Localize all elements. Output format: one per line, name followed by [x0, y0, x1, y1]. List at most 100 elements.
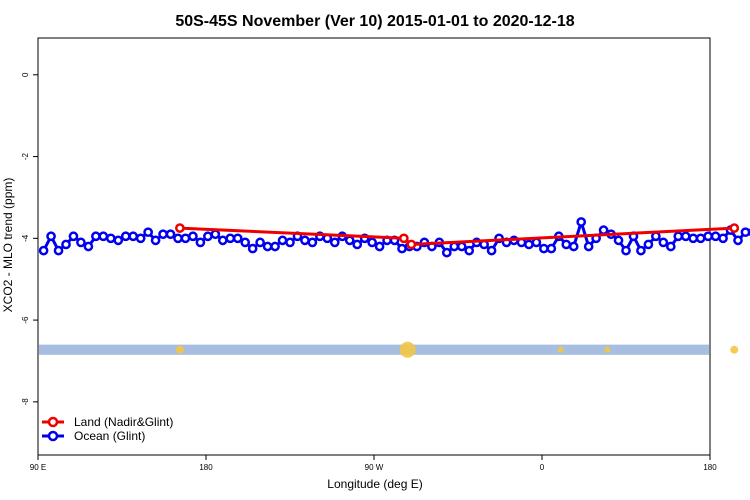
data-point-ocean-glint-91 — [718, 233, 728, 244]
data-point-ocean-glint-16 — [158, 229, 168, 240]
x-tick-label-2: 90 W — [365, 463, 384, 472]
data-point-ocean-glint-22 — [203, 231, 213, 242]
y-tick-label-1: -2 — [21, 152, 30, 160]
data-point-land-nadir-glint-3 — [729, 223, 740, 233]
data-point-ocean-glint-87 — [688, 233, 699, 244]
data-point-ocean-glint-2 — [53, 245, 64, 256]
legend-label-land: Land (Nadir&Glint) — [74, 415, 173, 429]
data-point-ocean-glint-71 — [568, 241, 579, 252]
data-point-ocean-glint-0 — [38, 245, 49, 256]
y-axis: 0 -2 -4 -6 -8 — [21, 72, 38, 405]
data-point-ocean-glint-10 — [113, 235, 124, 246]
data-point-ocean-glint-70 — [561, 239, 572, 250]
chart-title: 50S-45S November (Ver 10) 2015-01-01 to … — [175, 13, 574, 30]
data-point-ocean-glint-82 — [651, 231, 661, 242]
data-point-ocean-glint-67 — [539, 243, 549, 254]
data-point-ocean-glint-66 — [531, 237, 542, 248]
data-point-ocean-glint-12 — [128, 231, 139, 242]
coverage-band — [39, 344, 709, 355]
data-point-ocean-glint-11 — [120, 231, 131, 242]
legend-entry-ocean: Ocean (Glint) — [42, 429, 145, 443]
x-tick-label-1: 180 — [199, 463, 213, 472]
y-tick-label-2: -4 — [21, 234, 30, 242]
data-point-ocean-glint-83 — [658, 237, 669, 248]
data-point-ocean-glint-21 — [195, 237, 206, 248]
data-point-ocean-glint-72 — [576, 217, 587, 227]
y-tick-label-3: -6 — [21, 316, 30, 324]
legend-label-ocean: Ocean (Glint) — [74, 429, 145, 443]
legend: Land (Nadir&Glint) Ocean (Glint) — [42, 415, 173, 443]
data-point-ocean-glint-48 — [397, 243, 407, 254]
data-point-ocean-glint-41 — [344, 235, 355, 246]
data-point-ocean-glint-78 — [621, 245, 631, 256]
data-point-ocean-glint-44 — [367, 237, 377, 248]
data-point-ocean-glint-68 — [546, 243, 557, 254]
data-point-ocean-glint-90 — [710, 231, 721, 242]
data-point-ocean-glint-26 — [232, 233, 243, 244]
data-point-ocean-glint-27 — [240, 237, 251, 248]
data-point-ocean-glint-60 — [486, 245, 497, 256]
data-point-ocean-glint-54 — [441, 247, 452, 258]
coverage-marker-4 — [730, 345, 739, 354]
data-point-ocean-glint-15 — [150, 235, 161, 246]
coverage-marker-1 — [399, 341, 416, 358]
data-point-ocean-glint-20 — [188, 231, 198, 242]
data-point-ocean-glint-80 — [636, 245, 646, 256]
legend-marker-land — [47, 416, 59, 428]
data-point-ocean-glint-86 — [680, 231, 691, 242]
data-point-ocean-glint-3 — [61, 239, 71, 250]
data-point-ocean-glint-5 — [76, 237, 86, 248]
data-point-ocean-glint-55 — [449, 241, 460, 252]
data-point-ocean-glint-36 — [307, 237, 318, 248]
data-point-ocean-glint-77 — [613, 235, 624, 246]
coverage-band-layer — [39, 341, 739, 358]
data-point-ocean-glint-8 — [98, 231, 109, 242]
data-point-ocean-glint-25 — [225, 233, 236, 244]
data-point-ocean-glint-85 — [673, 231, 684, 242]
data-point-ocean-glint-19 — [180, 233, 191, 244]
data-point-ocean-glint-33 — [285, 237, 295, 248]
data-point-ocean-glint-89 — [703, 231, 713, 242]
data-point-ocean-glint-18 — [173, 233, 183, 244]
data-point-ocean-glint-42 — [352, 239, 363, 250]
data-point-ocean-glint-9 — [105, 233, 116, 244]
data-point-ocean-glint-14 — [143, 227, 153, 238]
data-point-ocean-glint-65 — [524, 239, 534, 250]
data-point-ocean-glint-45 — [374, 241, 385, 252]
data-point-ocean-glint-24 — [217, 235, 228, 246]
data-point-ocean-glint-35 — [300, 235, 310, 246]
data-point-ocean-glint-4 — [68, 231, 79, 242]
x-tick-label-3: 0 — [540, 463, 545, 472]
data-point-ocean-glint-88 — [695, 233, 706, 244]
data-point-ocean-glint-93 — [733, 235, 743, 246]
coverage-marker-2 — [557, 346, 564, 353]
data-point-ocean-glint-81 — [643, 239, 654, 250]
data-point-ocean-glint-28 — [247, 243, 258, 254]
y-tick-label-4: -8 — [21, 398, 30, 406]
data-point-land-nadir-glint-2 — [406, 239, 417, 250]
data-point-ocean-glint-73 — [583, 241, 594, 252]
legend-entry-land: Land (Nadir&Glint) — [42, 415, 173, 429]
data-point-land-nadir-glint-0 — [175, 223, 185, 233]
data-point-ocean-glint-31 — [270, 241, 280, 252]
data-point-ocean-glint-30 — [262, 241, 273, 252]
data-point-ocean-glint-56 — [456, 241, 467, 252]
x-tick-label-0: 90 E — [30, 463, 46, 472]
data-point-ocean-glint-75 — [598, 225, 609, 235]
coverage-marker-3 — [604, 346, 611, 353]
y-tick-label-0: 0 — [21, 72, 30, 77]
data-point-ocean-glint-7 — [91, 231, 101, 242]
data-point-ocean-glint-84 — [665, 241, 676, 252]
x-tick-label-4: 180 — [703, 463, 717, 472]
data-point-ocean-glint-29 — [255, 237, 265, 248]
legend-marker-ocean — [47, 430, 59, 442]
data-point-ocean-glint-17 — [165, 229, 176, 240]
data-point-ocean-glint-13 — [135, 233, 146, 244]
coverage-marker-0 — [175, 345, 184, 354]
x-axis-label: Longitude (deg E) — [327, 477, 422, 491]
data-point-land-nadir-glint-1 — [399, 233, 409, 244]
data-point-ocean-glint-94 — [740, 227, 750, 238]
data-point-ocean-glint-1 — [46, 231, 56, 242]
data-point-ocean-glint-6 — [83, 241, 94, 252]
